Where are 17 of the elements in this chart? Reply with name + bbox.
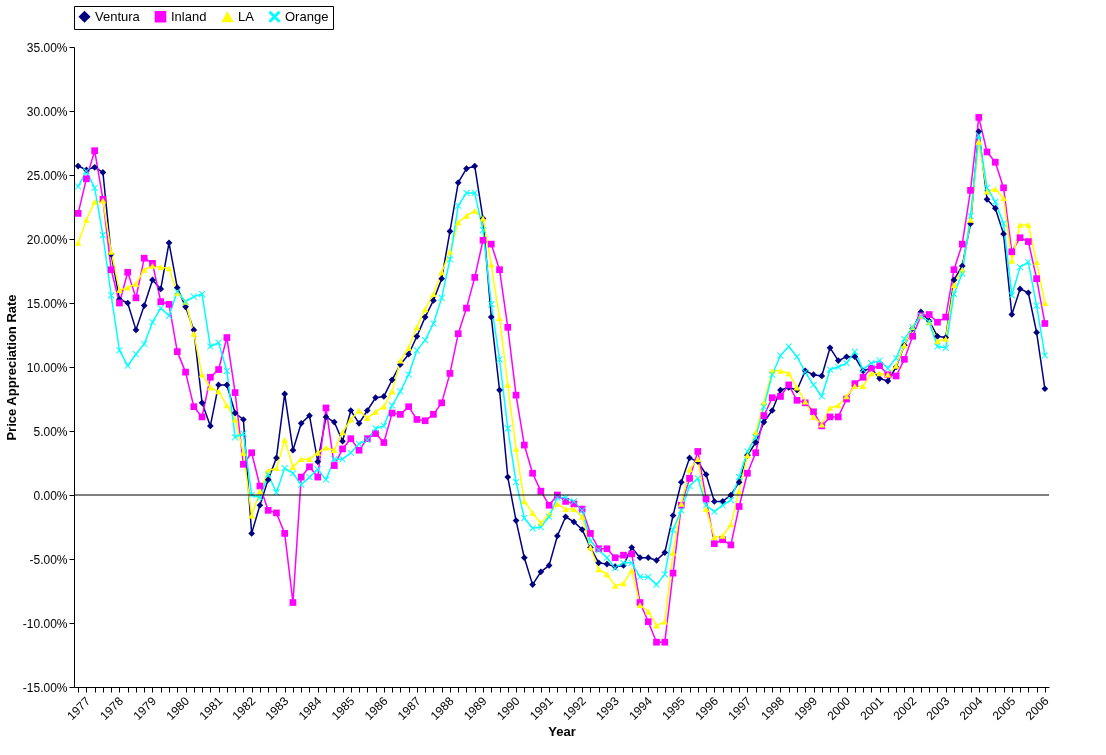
- x-axis-title: Year: [548, 724, 576, 740]
- legend-label: Orange: [285, 8, 329, 24]
- legend-label: Inland: [171, 8, 207, 24]
- y-tick-label: -5.00%: [29, 552, 68, 567]
- y-tick-label: 15.00%: [26, 296, 68, 311]
- legend-label: Ventura: [95, 8, 141, 24]
- y-tick-label: -15.00%: [22, 680, 68, 695]
- legend-label: LA: [238, 9, 255, 25]
- y-tick-label: -10.00%: [22, 616, 68, 631]
- y-tick-label: 0.00%: [33, 488, 68, 503]
- y-tick-label: 30.00%: [26, 104, 68, 119]
- y-tick-label: 20.00%: [26, 232, 68, 247]
- y-tick-label: 25.00%: [26, 168, 68, 183]
- y-tick-label: 35.00%: [26, 40, 68, 55]
- y-tick-label: 5.00%: [33, 424, 68, 439]
- y-axis-title: Price Appreciation Rate: [3, 294, 19, 441]
- y-tick-label: 10.00%: [26, 360, 68, 375]
